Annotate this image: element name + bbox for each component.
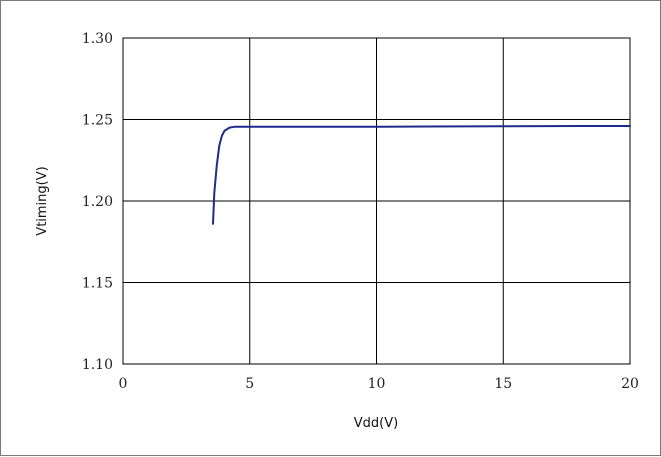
plot-area	[122, 37, 631, 365]
grid-lines	[123, 38, 630, 364]
y-tick-label: 1.10	[82, 357, 113, 373]
y-tick-label: 1.20	[82, 194, 113, 210]
series-layer	[212, 125, 631, 225]
x-axis-title: Vdd(V)	[354, 416, 398, 431]
x-tick-label: 20	[621, 376, 639, 392]
y-tick-labels: 1.10 1.15 1.20 1.25 1.30	[82, 31, 113, 373]
x-tick-label: 5	[245, 376, 254, 392]
series-line	[212, 125, 631, 225]
x-tick-label: 15	[494, 376, 512, 392]
y-tick-label: 1.15	[82, 276, 113, 292]
y-tick-label: 1.30	[82, 31, 113, 47]
y-axis-title: Vtiming(V)	[35, 166, 50, 235]
x-tick-label: 0	[119, 376, 128, 392]
x-tick-labels: 0 5 10 15 20	[119, 376, 639, 392]
y-tick-label: 1.25	[82, 113, 113, 129]
x-tick-label: 10	[368, 376, 386, 392]
